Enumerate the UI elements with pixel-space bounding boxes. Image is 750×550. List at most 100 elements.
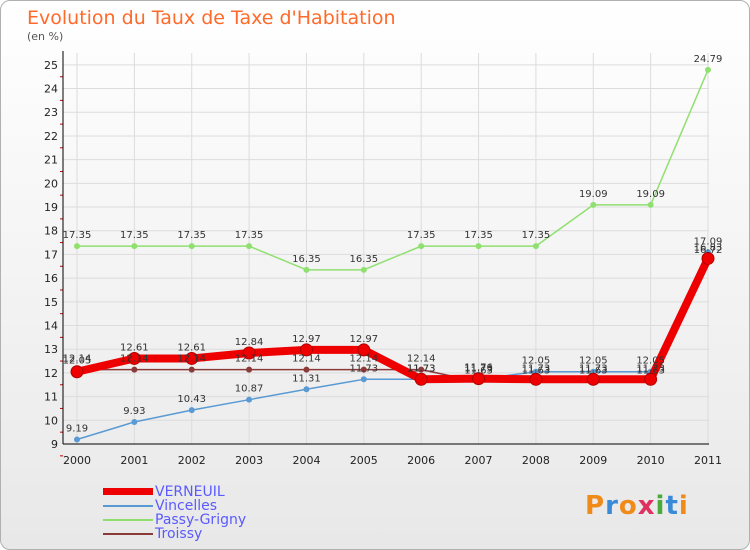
point-troissy-2003 (246, 366, 253, 373)
data-label-vincelles-2002: 10.43 (177, 394, 206, 405)
data-label-vincelles-2008: 12.05 (522, 356, 551, 367)
data-label-passy-grigny-2001: 17.35 (120, 230, 149, 241)
x-tick-2006: 2006 (407, 454, 435, 467)
data-label-passy-grigny-2005: 16.35 (349, 254, 378, 265)
point-passy-grigny-2011 (705, 66, 711, 73)
data-label-passy-grigny-2003: 17.35 (235, 230, 264, 241)
data-label-passy-grigny-2007: 17.35 (464, 230, 493, 241)
y-tick-25: 25 (44, 59, 58, 72)
legend-swatch-troissy (103, 533, 153, 535)
data-label-passy-grigny-2010: 19.09 (636, 189, 665, 200)
y-tick-13: 13 (44, 343, 58, 356)
data-label-vincelles-2010: 12.05 (636, 356, 665, 367)
point-troissy-2001 (131, 366, 138, 373)
point-troissy-2005 (360, 366, 367, 373)
point-passy-grigny-2007 (475, 243, 482, 250)
data-label-troissy-2003: 12.14 (235, 354, 264, 365)
x-tick-2007: 2007 (465, 454, 493, 467)
point-vincelles-2004 (303, 386, 310, 393)
point-verneuil-2004 (299, 343, 313, 357)
logo-letter: r (605, 491, 619, 521)
point-vincelles-2000 (74, 436, 80, 443)
legend-swatch-passy-grigny (103, 519, 153, 521)
point-verneuil-2000 (70, 365, 84, 379)
data-label-verneuil-2000: 12.05 (63, 356, 92, 367)
data-label-troissy-2002: 12.14 (177, 354, 206, 365)
data-label-verneuil-2006: 11.73 (407, 363, 436, 374)
legend-swatch-vincelles (103, 505, 153, 507)
data-label-verneuil-2002: 12.61 (177, 342, 206, 353)
legend-label-vincelles: Vincelles (155, 498, 218, 514)
data-label-passy-grigny-2006: 17.35 (407, 230, 436, 241)
logo-letter: i (655, 491, 666, 521)
x-tick-2005: 2005 (350, 454, 378, 467)
x-tick-2010: 2010 (637, 454, 665, 467)
point-vincelles-2003 (246, 396, 253, 403)
data-label-verneuil-2009: 11.73 (579, 363, 608, 374)
y-tick-21: 21 (44, 154, 58, 167)
point-vincelles-2001 (131, 418, 138, 425)
data-label-passy-grigny-2000: 17.35 (63, 230, 92, 241)
data-label-vincelles-2005: 11.73 (349, 363, 378, 374)
logo-letter: t (665, 491, 679, 521)
logo-letter: P (585, 491, 606, 521)
point-passy-grigny-2010 (647, 201, 654, 208)
y-tick-24: 24 (44, 83, 58, 96)
x-tick-2002: 2002 (178, 454, 206, 467)
point-passy-grigny-2002 (188, 243, 195, 250)
point-troissy-2002 (188, 366, 195, 373)
data-label-vincelles-2000: 9.19 (66, 423, 88, 434)
y-tick-11: 11 (44, 391, 58, 404)
y-tick-9: 9 (51, 438, 58, 451)
point-verneuil-2007 (472, 372, 486, 386)
logo-letter: x (637, 491, 656, 521)
data-label-vincelles-2001: 9.93 (123, 406, 145, 417)
data-label-troissy-2009: 11.63 (579, 366, 608, 377)
point-passy-grigny-2004 (303, 266, 310, 273)
point-verneuil-2009 (586, 372, 600, 386)
series-line-vincelles (76, 251, 709, 441)
chart-title: Evolution du Taux de Taxe d'Habitation (27, 7, 396, 29)
point-vincelles-2002 (188, 407, 195, 414)
data-label-troissy-2010: 11.63 (636, 366, 665, 377)
x-tick-2001: 2001 (120, 454, 148, 467)
data-label-troissy-2001: 12.14 (120, 354, 149, 365)
x-tick-2008: 2008 (522, 454, 550, 467)
data-label-verneuil-2011: 16.83 (694, 242, 723, 253)
series-line-verneuil (76, 256, 712, 384)
point-verneuil-2002 (185, 351, 199, 365)
data-label-troissy-2007: 11.63 (464, 366, 493, 377)
data-label-passy-grigny-2009: 19.09 (579, 189, 608, 200)
data-label-troissy-2000: 12.14 (63, 354, 92, 365)
point-passy-grigny-2003 (246, 243, 253, 250)
data-label-verneuil-2008: 11.73 (522, 363, 551, 374)
legend-label-passy-grigny: Passy-Grigny (155, 512, 247, 528)
series-line-passy-grigny (77, 69, 709, 271)
y-tick-22: 22 (44, 130, 58, 143)
point-verneuil-2011 (701, 251, 715, 265)
y-tick-15: 15 (44, 296, 58, 309)
y-tick-18: 18 (44, 225, 58, 238)
data-label-verneuil-2010: 11.73 (636, 363, 665, 374)
y-tick-17: 17 (44, 248, 58, 261)
logo-letter: o (618, 491, 638, 521)
x-tick-2011: 2011 (694, 454, 722, 467)
point-troissy-2006 (418, 366, 425, 373)
point-passy-grigny-2005 (360, 266, 367, 273)
x-tick-2004: 2004 (292, 454, 320, 467)
data-label-verneuil-2005: 12.97 (349, 334, 378, 345)
point-verneuil-2006 (414, 372, 428, 386)
point-troissy-2004 (303, 366, 310, 373)
line-chart: 9 10 11 12 13 14 15 16 17 18 19 20 21 22 23 24 25 2000 200… (44, 51, 723, 467)
point-passy-grigny-2006 (418, 243, 425, 250)
data-label-vincelles-2006: 11.73 (407, 363, 436, 374)
y-tick-23: 23 (44, 106, 58, 119)
legend-swatch-verneuil (103, 488, 153, 495)
y-tick-12: 12 (44, 367, 58, 380)
y-tick-14: 14 (44, 320, 58, 333)
data-label-troissy-2008: 11.63 (522, 366, 551, 377)
y-tick-20: 20 (44, 177, 58, 190)
point-verneuil-2005 (357, 343, 371, 357)
data-label-vincelles-2003: 10.87 (235, 384, 264, 395)
